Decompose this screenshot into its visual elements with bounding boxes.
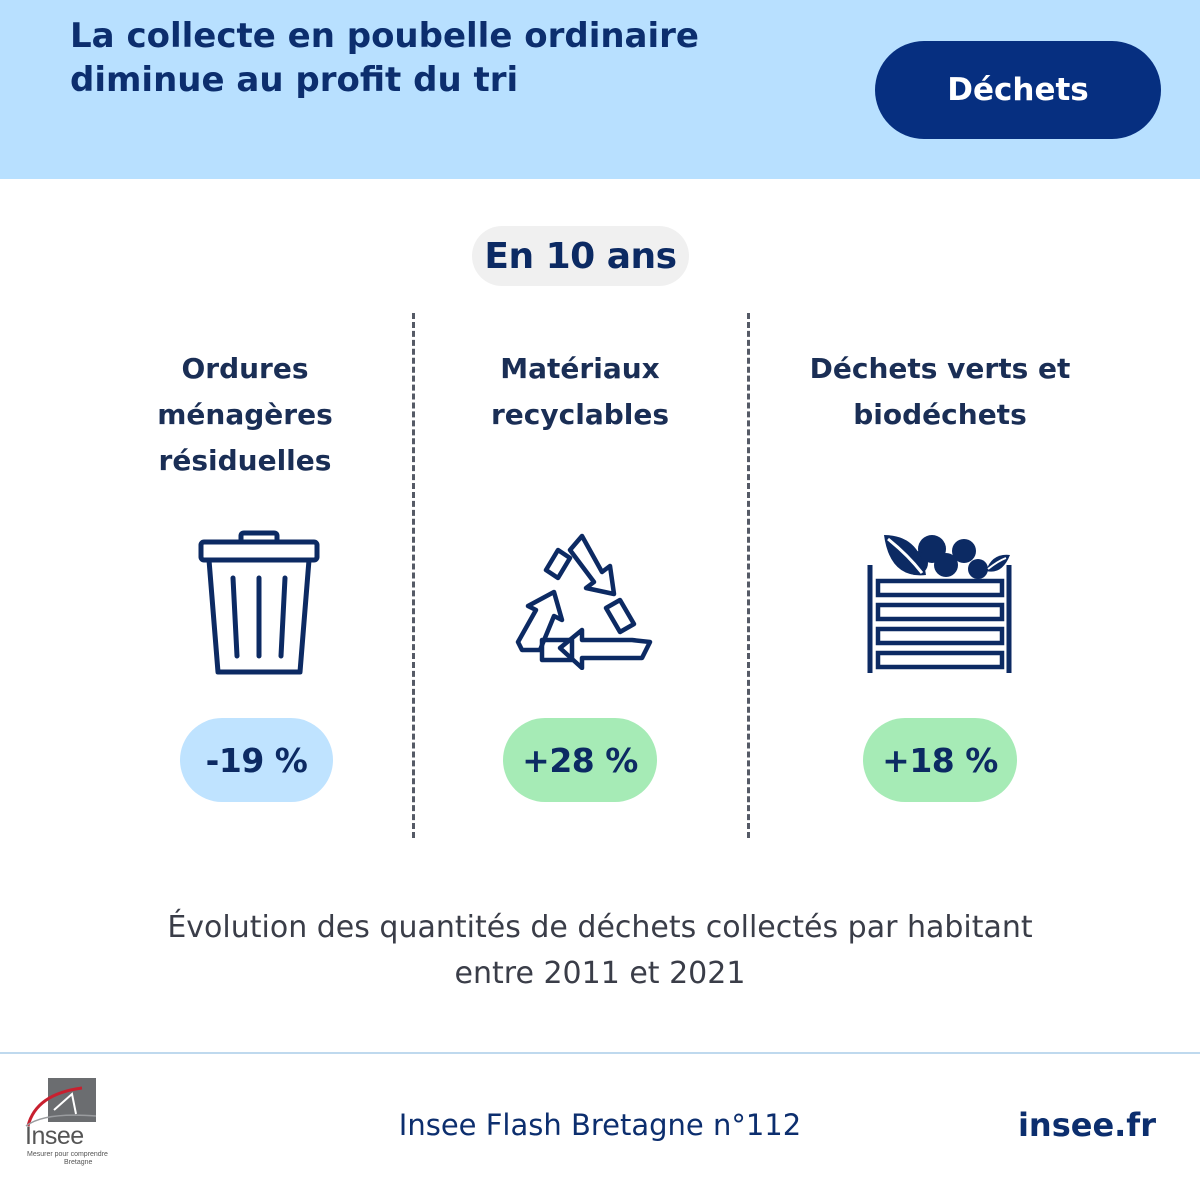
green-waste-crate-icon xyxy=(862,525,1017,675)
caption-line: Évolution des quantités de déchets colle… xyxy=(167,910,1033,945)
recycle-icon xyxy=(502,530,657,670)
insee-logo-icon xyxy=(25,1078,97,1127)
green-waste-change: +18 % xyxy=(863,718,1017,802)
caption-line: entre 2011 et 2021 xyxy=(454,956,746,991)
site-link[interactable]: insee.fr xyxy=(1017,1106,1156,1144)
column-divider xyxy=(412,313,415,838)
publication-reference: Insee Flash Bretagne n°112 xyxy=(398,1108,802,1142)
logo-tagline: Mesurer pour comprendre xyxy=(27,1151,108,1158)
recyclables-change: +28 % xyxy=(503,718,657,802)
column-divider xyxy=(747,313,750,838)
caption: Évolution des quantités de déchets colle… xyxy=(100,905,1100,997)
insee-logo: Insee Mesurer pour comprendre Bretagne xyxy=(24,1076,114,1168)
green-waste-label: Déchets verts et biodéchets xyxy=(809,352,1071,431)
trash-can-icon xyxy=(195,528,323,678)
logo-wordmark: Insee xyxy=(25,1122,84,1150)
page-title: La collecte en poubelle ordinaire diminu… xyxy=(70,16,699,100)
recyclables-label: Matériaux recyclables xyxy=(490,352,670,431)
header-banner: La collecte en poubelle ordinaire diminu… xyxy=(0,0,1200,179)
logo-region: Bretagne xyxy=(64,1159,93,1166)
residual-waste-label: Ordures ménagères résiduelles xyxy=(157,352,333,477)
theme-button[interactable]: Déchets xyxy=(875,41,1161,139)
period-badge: En 10 ans xyxy=(472,226,689,286)
footer-divider xyxy=(0,1052,1200,1054)
residual-waste-change: -19 % xyxy=(180,718,333,802)
